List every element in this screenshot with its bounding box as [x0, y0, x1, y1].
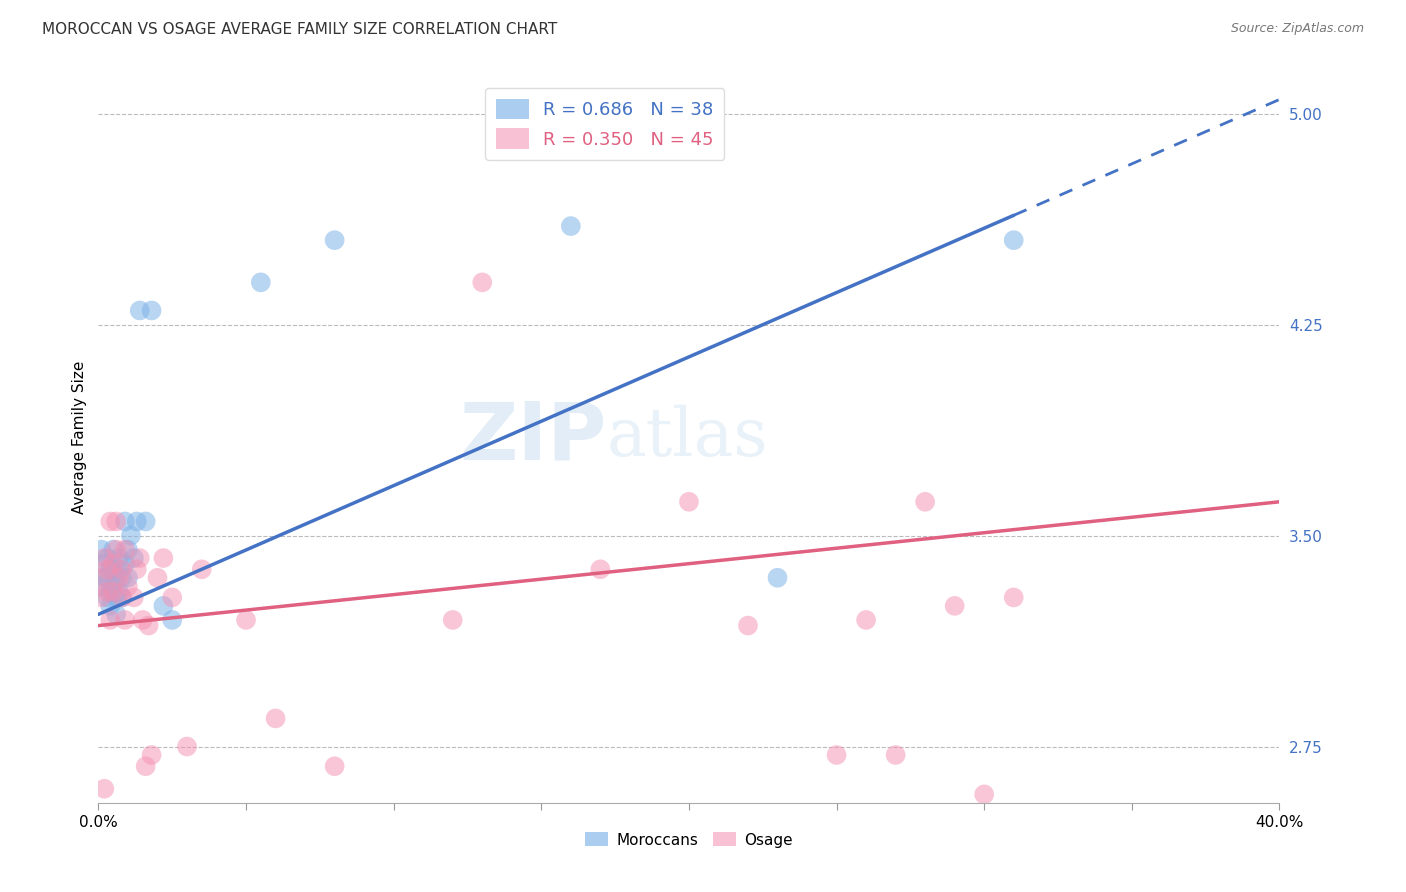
Point	[235, 613, 257, 627]
Point	[132, 613, 155, 627]
Point	[117, 579, 139, 593]
Point	[162, 591, 183, 605]
Point	[152, 599, 174, 613]
Point	[1002, 233, 1025, 247]
Point	[250, 276, 273, 290]
Point	[1002, 591, 1025, 605]
Text: Source: ZipAtlas.com: Source: ZipAtlas.com	[1230, 22, 1364, 36]
Point	[93, 551, 115, 566]
Point	[135, 515, 157, 529]
Point	[90, 571, 112, 585]
Point	[108, 562, 131, 576]
Point	[120, 528, 142, 542]
Point	[103, 557, 125, 571]
Point	[737, 618, 759, 632]
Point	[90, 591, 112, 605]
Point	[766, 571, 789, 585]
Point	[96, 571, 118, 585]
Point	[90, 579, 112, 593]
Point	[589, 562, 612, 576]
Point	[103, 542, 125, 557]
Point	[108, 584, 131, 599]
Point	[114, 613, 136, 627]
Point	[96, 591, 118, 605]
Point	[560, 219, 582, 233]
Point	[103, 584, 125, 599]
Point	[98, 613, 121, 627]
Point	[105, 607, 128, 622]
Point	[122, 591, 145, 605]
Point	[90, 542, 112, 557]
Point	[884, 747, 907, 762]
Point	[125, 515, 148, 529]
Point	[264, 711, 287, 725]
Point	[441, 613, 464, 627]
Point	[111, 591, 134, 605]
Point	[141, 303, 163, 318]
Point	[93, 781, 115, 796]
Point	[105, 542, 128, 557]
Point	[105, 571, 128, 585]
Point	[943, 599, 966, 613]
Point	[111, 591, 134, 605]
Legend: Moroccans, Osage: Moroccans, Osage	[579, 826, 799, 854]
Point	[138, 618, 160, 632]
Point	[128, 303, 150, 318]
Point	[108, 551, 131, 566]
Point	[96, 584, 118, 599]
Point	[825, 747, 848, 762]
Point	[141, 747, 163, 762]
Point	[114, 542, 136, 557]
Point	[114, 557, 136, 571]
Text: MOROCCAN VS OSAGE AVERAGE FAMILY SIZE CORRELATION CHART: MOROCCAN VS OSAGE AVERAGE FAMILY SIZE CO…	[42, 22, 557, 37]
Point	[914, 495, 936, 509]
Text: atlas: atlas	[606, 404, 768, 470]
Point	[98, 599, 121, 613]
Point	[323, 759, 346, 773]
Point	[678, 495, 700, 509]
Point	[108, 571, 131, 585]
Point	[128, 551, 150, 566]
Point	[96, 562, 118, 576]
Point	[146, 571, 169, 585]
Point	[105, 515, 128, 529]
Point	[111, 571, 134, 585]
Point	[973, 788, 995, 802]
Point	[98, 515, 121, 529]
Point	[98, 562, 121, 576]
Point	[93, 571, 115, 585]
Point	[323, 233, 346, 247]
Point	[96, 551, 118, 566]
Y-axis label: Average Family Size: Average Family Size	[72, 360, 87, 514]
Point	[117, 571, 139, 585]
Point	[103, 562, 125, 576]
Point	[152, 551, 174, 566]
Point	[98, 584, 121, 599]
Point	[162, 613, 183, 627]
Point	[93, 557, 115, 571]
Point	[176, 739, 198, 754]
Point	[471, 276, 494, 290]
Point	[111, 562, 134, 576]
Point	[117, 542, 139, 557]
Text: ZIP: ZIP	[458, 398, 606, 476]
Point	[135, 759, 157, 773]
Point	[122, 551, 145, 566]
Point	[103, 579, 125, 593]
Point	[105, 591, 128, 605]
Point	[191, 562, 214, 576]
Point	[114, 515, 136, 529]
Point	[125, 562, 148, 576]
Point	[855, 613, 877, 627]
